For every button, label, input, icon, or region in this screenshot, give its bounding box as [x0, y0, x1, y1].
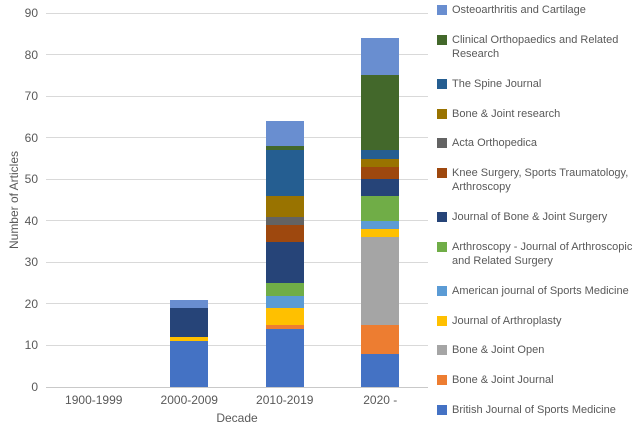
bar-segment — [361, 75, 400, 151]
legend-swatch — [437, 167, 447, 178]
y-tick-label: 50 — [24, 172, 38, 187]
bar-segment — [361, 324, 400, 354]
bar-2020 - — [361, 38, 400, 387]
bar-segment — [361, 229, 400, 238]
bar-segment — [361, 150, 400, 159]
legend-swatch — [437, 285, 447, 296]
bar-segment — [265, 216, 304, 226]
legend-item: Journal of Arthroplasty — [437, 314, 641, 328]
legend-item: Osteoarthritis and Cartilage — [437, 3, 641, 17]
gridline — [46, 303, 428, 305]
gridline — [46, 261, 428, 263]
legend-swatch — [437, 345, 447, 356]
bar-segment — [265, 195, 304, 217]
legend-swatch — [437, 404, 447, 415]
bar-segment — [361, 237, 400, 325]
bar-segment — [361, 38, 400, 76]
legend-swatch — [437, 78, 447, 89]
gridline — [46, 178, 428, 180]
legend-label: Acta Orthopedica — [452, 137, 537, 150]
gridline — [46, 344, 428, 346]
y-tick-label: 70 — [24, 89, 38, 104]
y-axis-title: Number of Articles — [7, 150, 21, 250]
bar-segment — [265, 150, 304, 196]
y-tick-label: 20 — [24, 296, 38, 311]
y-tick-label: 90 — [24, 6, 38, 20]
legend-label: British Journal of Sports Medicine — [452, 403, 616, 416]
y-tick-label: 60 — [24, 130, 38, 145]
legend-swatch — [437, 34, 447, 45]
legend-swatch — [437, 374, 447, 385]
y-tick-label: 10 — [24, 338, 38, 353]
x-axis-title: Decade — [216, 411, 258, 425]
gridline — [46, 54, 428, 56]
x-tick-label: 1900-1999 — [65, 393, 123, 407]
bar-segment — [265, 283, 304, 296]
legend-swatch — [437, 241, 447, 252]
y-tick-label: 80 — [24, 47, 38, 62]
legend-label: The Spine Journal — [452, 77, 542, 90]
bar-segment — [361, 158, 400, 167]
bar-segment — [265, 324, 304, 329]
bar-segment — [265, 225, 304, 242]
bar-segment — [361, 220, 400, 230]
bar-segment — [361, 179, 400, 196]
legend-label: Clinical Orthopaedics and Related Resear… — [452, 33, 619, 61]
gridline — [46, 137, 428, 139]
legend-item: Journal of Bone & Joint Surgery — [437, 210, 641, 224]
y-tick-label: 40 — [24, 213, 38, 228]
bar-segment — [170, 308, 209, 338]
bar-segment — [361, 166, 400, 180]
plot-area — [46, 12, 428, 388]
legend-label: Knee Surgery, Sports Traumatology, Arthr… — [452, 166, 629, 194]
legend-item: Clinical Orthopaedics and Related Resear… — [437, 33, 641, 62]
gridline — [46, 95, 428, 97]
legend-label: Bone & Joint Journal — [452, 373, 554, 386]
legend: Osteoarthritis and Cartilage Clinical Ort… — [437, 3, 641, 417]
legend-item: British Journal of Sports Medicine — [437, 403, 641, 417]
legend-item: Arthroscopy - Journal of Arthroscopic an… — [437, 240, 641, 269]
legend-swatch — [437, 212, 447, 222]
x-tick-label: 2010-2019 — [256, 393, 314, 407]
legend-item: Knee Surgery, Sports Traumatology, Arthr… — [437, 166, 641, 195]
x-tick-label: 2020 - — [363, 393, 398, 407]
legend-label: Journal of Arthroplasty — [452, 314, 562, 327]
y-tick-label: 0 — [31, 380, 38, 394]
legend-label: Bone & Joint Open — [452, 344, 545, 357]
legend-label: Bone & Joint research — [452, 107, 561, 120]
bar-segment — [361, 353, 400, 387]
legend-swatch — [437, 315, 447, 326]
bar-segment — [265, 295, 304, 309]
legend-label: Arthroscopy - Journal of Arthroscopic an… — [452, 240, 633, 268]
x-axis-line — [46, 386, 428, 388]
bar-segment — [170, 341, 209, 387]
bar-segment — [265, 308, 304, 325]
bar-segment — [170, 299, 209, 309]
legend-item: American journal of Sports Medicine — [437, 284, 641, 298]
y-tick-label: 30 — [24, 255, 38, 270]
gridline — [46, 220, 428, 222]
legend-swatch — [437, 5, 447, 15]
bar-segment — [265, 146, 304, 151]
legend-label: American journal of Sports Medicine — [452, 284, 629, 297]
legend-item: Bone & Joint research — [437, 107, 641, 121]
bar-2010-2019 — [265, 121, 304, 387]
legend-label: Journal of Bone & Joint Surgery — [452, 211, 608, 223]
legend-item: The Spine Journal — [437, 77, 641, 91]
legend-item: Bone & Joint Journal — [437, 373, 641, 387]
gridline — [46, 12, 428, 14]
legend-item: Bone & Joint Open — [437, 343, 641, 357]
bar-segment — [265, 121, 304, 147]
bar-segment — [265, 241, 304, 284]
bar-segment — [170, 337, 209, 342]
bar-segment — [265, 328, 304, 387]
x-tick-label: 2000-2009 — [160, 393, 218, 407]
legend-swatch — [437, 138, 447, 149]
legend-label: Osteoarthritis and Cartilage — [452, 4, 586, 16]
legend-swatch — [437, 108, 447, 119]
bar-segment — [361, 195, 400, 221]
bar-2000-2009 — [170, 299, 209, 387]
legend-item: Acta Orthopedica — [437, 136, 641, 150]
